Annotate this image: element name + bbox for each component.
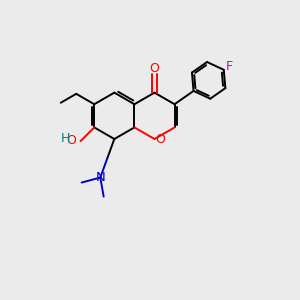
Text: O: O [67,134,76,147]
Text: O: O [155,133,165,146]
Text: O: O [150,62,159,75]
Text: N: N [95,171,105,184]
Text: H: H [61,132,70,145]
Text: F: F [226,59,233,73]
